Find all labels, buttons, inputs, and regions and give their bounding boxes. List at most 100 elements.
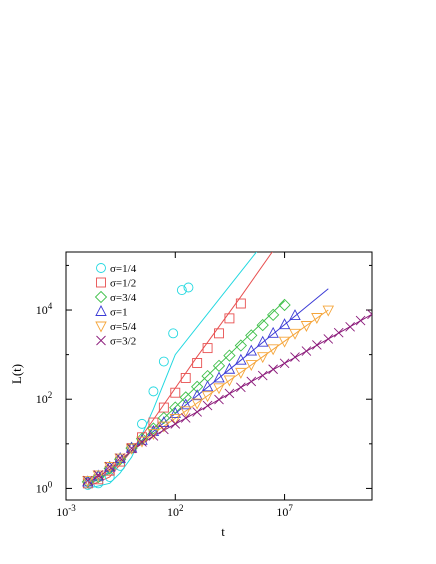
legend-label: σ=3/2 bbox=[110, 336, 136, 348]
data-point bbox=[256, 352, 269, 364]
data-point bbox=[234, 339, 247, 352]
data-point bbox=[201, 380, 214, 392]
legend: σ=1/4 σ=1/2 σ=3/4 σ=1 σ=5/4 σ=3/2 bbox=[94, 263, 137, 348]
fit-line-series-2 bbox=[87, 252, 273, 488]
data-point bbox=[267, 308, 280, 321]
x-axis-label: t bbox=[221, 524, 225, 539]
data-point bbox=[148, 417, 159, 428]
x-tick-label: 102 bbox=[167, 503, 184, 519]
data-point bbox=[214, 328, 224, 339]
data-point bbox=[168, 328, 179, 339]
legend-marker bbox=[95, 305, 107, 316]
y-tick-label: 104 bbox=[36, 301, 53, 317]
data-point bbox=[176, 285, 187, 296]
data-point bbox=[104, 461, 115, 472]
x-tick-label: 107 bbox=[276, 503, 293, 519]
data-point bbox=[256, 335, 269, 347]
data-point bbox=[245, 344, 258, 356]
data-point bbox=[82, 476, 94, 488]
data-point bbox=[159, 424, 169, 435]
data-point bbox=[278, 298, 291, 312]
data-point bbox=[212, 359, 226, 372]
data-point bbox=[170, 387, 181, 398]
data-point bbox=[147, 429, 160, 441]
data-point bbox=[192, 407, 202, 417]
data-point bbox=[235, 353, 247, 365]
data-point bbox=[83, 475, 93, 486]
data-point bbox=[278, 336, 291, 348]
data-point bbox=[191, 398, 203, 410]
data-point bbox=[267, 326, 279, 338]
legend-label: σ=1/4 bbox=[110, 263, 137, 275]
data-markers bbox=[81, 282, 372, 490]
plot-frame bbox=[65, 251, 373, 501]
data-point bbox=[289, 309, 301, 321]
x-tick-label: 10-3 bbox=[56, 503, 76, 519]
data-point bbox=[169, 406, 182, 418]
data-point bbox=[92, 470, 105, 482]
data-point bbox=[191, 389, 203, 401]
data-point bbox=[223, 362, 236, 374]
legend-label: σ=3/4 bbox=[110, 292, 137, 304]
data-point bbox=[136, 436, 148, 448]
data-point bbox=[92, 470, 105, 484]
data-point bbox=[322, 305, 335, 317]
series-5-markers bbox=[82, 305, 335, 488]
data-point bbox=[311, 313, 323, 324]
data-point bbox=[158, 356, 169, 367]
data-point bbox=[367, 309, 372, 320]
data-point bbox=[201, 391, 214, 403]
data-point bbox=[256, 318, 269, 332]
data-point bbox=[245, 360, 258, 371]
data-point bbox=[224, 313, 235, 324]
data-point bbox=[235, 367, 247, 379]
legend-label: σ=1 bbox=[110, 307, 128, 319]
data-point bbox=[245, 329, 258, 342]
data-point bbox=[202, 400, 213, 411]
data-point bbox=[191, 380, 204, 393]
data-point bbox=[103, 462, 116, 473]
legend-label: σ=1/2 bbox=[110, 278, 136, 290]
data-point bbox=[235, 298, 246, 309]
y-tick-label: 100 bbox=[36, 479, 53, 495]
data-point bbox=[103, 462, 116, 475]
legend-marker bbox=[96, 335, 106, 346]
data-point bbox=[148, 386, 159, 397]
data-point bbox=[169, 414, 182, 425]
data-point bbox=[289, 328, 301, 340]
data-point bbox=[179, 406, 192, 418]
data-point bbox=[323, 334, 334, 344]
data-point bbox=[115, 453, 125, 463]
data-point bbox=[126, 443, 137, 453]
data-point bbox=[114, 451, 126, 463]
series-2-markers bbox=[82, 298, 246, 489]
data-point bbox=[333, 327, 344, 338]
data-point bbox=[279, 358, 290, 369]
data-point bbox=[125, 441, 138, 453]
data-point bbox=[268, 364, 278, 375]
data-point bbox=[180, 372, 191, 383]
data-point bbox=[183, 282, 194, 293]
data-point bbox=[214, 394, 224, 405]
data-point bbox=[290, 352, 300, 362]
data-point bbox=[157, 411, 170, 425]
data-point bbox=[300, 321, 313, 332]
series-6-markers bbox=[83, 309, 372, 486]
fit-line-series-3 bbox=[87, 300, 285, 486]
data-point bbox=[223, 349, 236, 362]
legend-marker bbox=[95, 321, 107, 333]
data-point bbox=[267, 344, 279, 356]
data-point bbox=[125, 443, 138, 455]
data-point bbox=[170, 419, 181, 429]
data-point bbox=[147, 422, 160, 435]
data-point bbox=[137, 437, 147, 447]
data-point bbox=[301, 346, 312, 356]
legend-marker bbox=[96, 277, 106, 288]
data-point bbox=[114, 453, 126, 465]
data-point bbox=[169, 401, 182, 414]
data-point bbox=[257, 370, 268, 381]
legend-label: σ=5/4 bbox=[110, 321, 137, 333]
data-point bbox=[148, 431, 159, 441]
data-point bbox=[179, 398, 192, 410]
